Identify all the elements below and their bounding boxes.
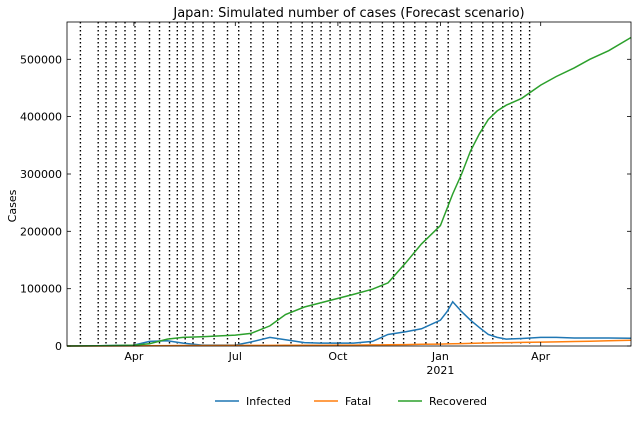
y-tick-label: 400000 xyxy=(20,111,62,124)
x-tick-label: Apr xyxy=(124,350,144,363)
legend-label-recovered: Recovered xyxy=(429,395,487,408)
series-line-recovered xyxy=(66,36,632,347)
legend: Infected Fatal Recovered xyxy=(215,395,487,408)
x-tick-label: Apr xyxy=(531,350,551,363)
y-tick-label: 200000 xyxy=(20,225,62,238)
x-tick-label: Jan xyxy=(431,350,449,363)
y-axis-label: Cases xyxy=(6,189,19,222)
y-tick-label: 0 xyxy=(55,340,62,353)
series-line-infected xyxy=(66,300,632,347)
y-tick-label: 500000 xyxy=(20,53,62,66)
series-line-fatal xyxy=(67,339,632,347)
y-tick-label: 300000 xyxy=(20,168,62,181)
legend-label-infected: Infected xyxy=(246,395,291,408)
x-tick-label: Jul xyxy=(228,350,242,363)
x-tick-label: Oct xyxy=(328,350,348,363)
x-tick-sublabel: 2021 xyxy=(426,364,454,377)
y-tick-label: 100000 xyxy=(20,283,62,296)
legend-label-fatal: Fatal xyxy=(345,395,371,408)
chart-title: Japan: Simulated number of cases (Foreca… xyxy=(172,6,524,21)
axes: 0 100000 200000 300000 400000 500000 Apr Jul Oct… xyxy=(20,21,632,377)
plot-frame xyxy=(66,21,632,347)
series-lines xyxy=(66,36,632,347)
phase-change-lines xyxy=(79,22,531,346)
